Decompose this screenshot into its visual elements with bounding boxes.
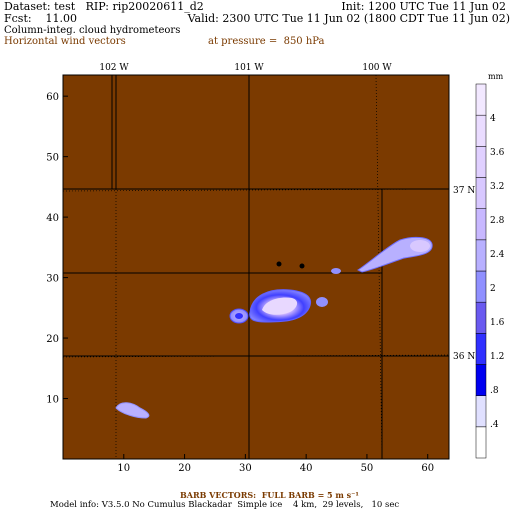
dataset-label: Dataset: test RIP: rip20020611_d2 [4,0,204,13]
colorbar-label: 1.6 [490,318,505,328]
cloud-ne-small [331,268,341,274]
station-marker-2 [299,263,305,269]
pressure-level: at pressure = 850 hPa [208,36,325,47]
colorbar-label: 3.6 [490,148,505,158]
lat-label-37n: 37 N [453,186,475,196]
x-tick-label: 50 [361,463,374,474]
y-tick-label: 60 [46,92,59,103]
colorbar-swatch [475,333,487,365]
barb-legend: BARB VECTORS: FULL BARB = 5 m s⁻¹ [180,490,359,500]
model-info: Model info: V3.5.0 No Cumulus Blackadar … [50,500,400,510]
colorbar-swatch [475,395,487,428]
x-tick-label: 10 [117,463,130,474]
cloud-west-core [235,313,243,319]
colorbar-label: 3.2 [490,182,504,192]
x-tick-label: 60 [421,463,434,474]
y-tick-label: 20 [46,334,59,345]
colorbar-swatch [475,239,487,272]
colorbar-swatch [475,146,487,178]
colorbar-swatch [475,364,487,396]
x-axis-ticks: 10 20 30 40 50 60 [117,454,434,474]
lon-label-100w: 100 W [362,63,392,73]
valid-time: Valid: 2300 UTC Tue 11 Jun 02 (1800 CDT … [187,12,510,25]
lat-label-36n: 36 N [453,352,475,362]
cloud-sw [115,402,150,419]
colorbar-label: 2.4 [490,250,505,260]
colorbar-label: 4 [490,114,496,124]
forecast-hour: Fcst: 11.00 [4,12,78,25]
y-axis-ticks: 10 20 30 40 50 60 [46,92,68,406]
x-tick-label: 40 [300,463,313,474]
cloud-contours [115,236,433,419]
colorbar-swatch [475,301,487,334]
colorbar-swatch [475,208,487,241]
field-name-wind: Horizontal wind vectors [4,36,126,47]
x-tick-label: 20 [178,463,191,474]
colorbar-label: 2.8 [490,216,505,226]
colorbar-unit: mm [488,72,504,81]
field-name-hydrometeors: Column-integ. cloud hydrometeors [4,25,181,36]
y-tick-label: 40 [46,213,59,224]
colorbar-swatch [475,114,487,147]
colorbar-label: .4 [490,420,499,430]
cloud-main-inner [262,297,298,315]
y-tick-label: 30 [46,274,59,285]
colorbar-swatch [475,83,487,116]
colorbar-label: 1.2 [490,352,504,362]
colorbar-label: 2 [490,284,496,294]
lon-label-101w: 101 W [234,63,264,73]
colorbar: .4 .8 1.2 1.6 2 2.4 2.8 3.2 3.6 4 [475,83,505,459]
cloud-east [316,297,328,307]
colorbar-swatch [475,270,487,303]
lon-label-102w: 102 W [99,63,129,73]
cloud-ne-core [410,240,430,252]
y-tick-label: 10 [46,395,59,406]
y-tick-label: 50 [46,153,59,164]
x-tick-label: 30 [239,463,252,474]
init-time: Init: 1200 UTC Tue 11 Jun 02 [341,0,506,13]
station-marker-1 [276,261,282,267]
colorbar-swatch [475,177,487,209]
map-background [62,74,450,460]
colorbar-swatch [475,426,487,459]
colorbar-label: .8 [490,386,499,396]
